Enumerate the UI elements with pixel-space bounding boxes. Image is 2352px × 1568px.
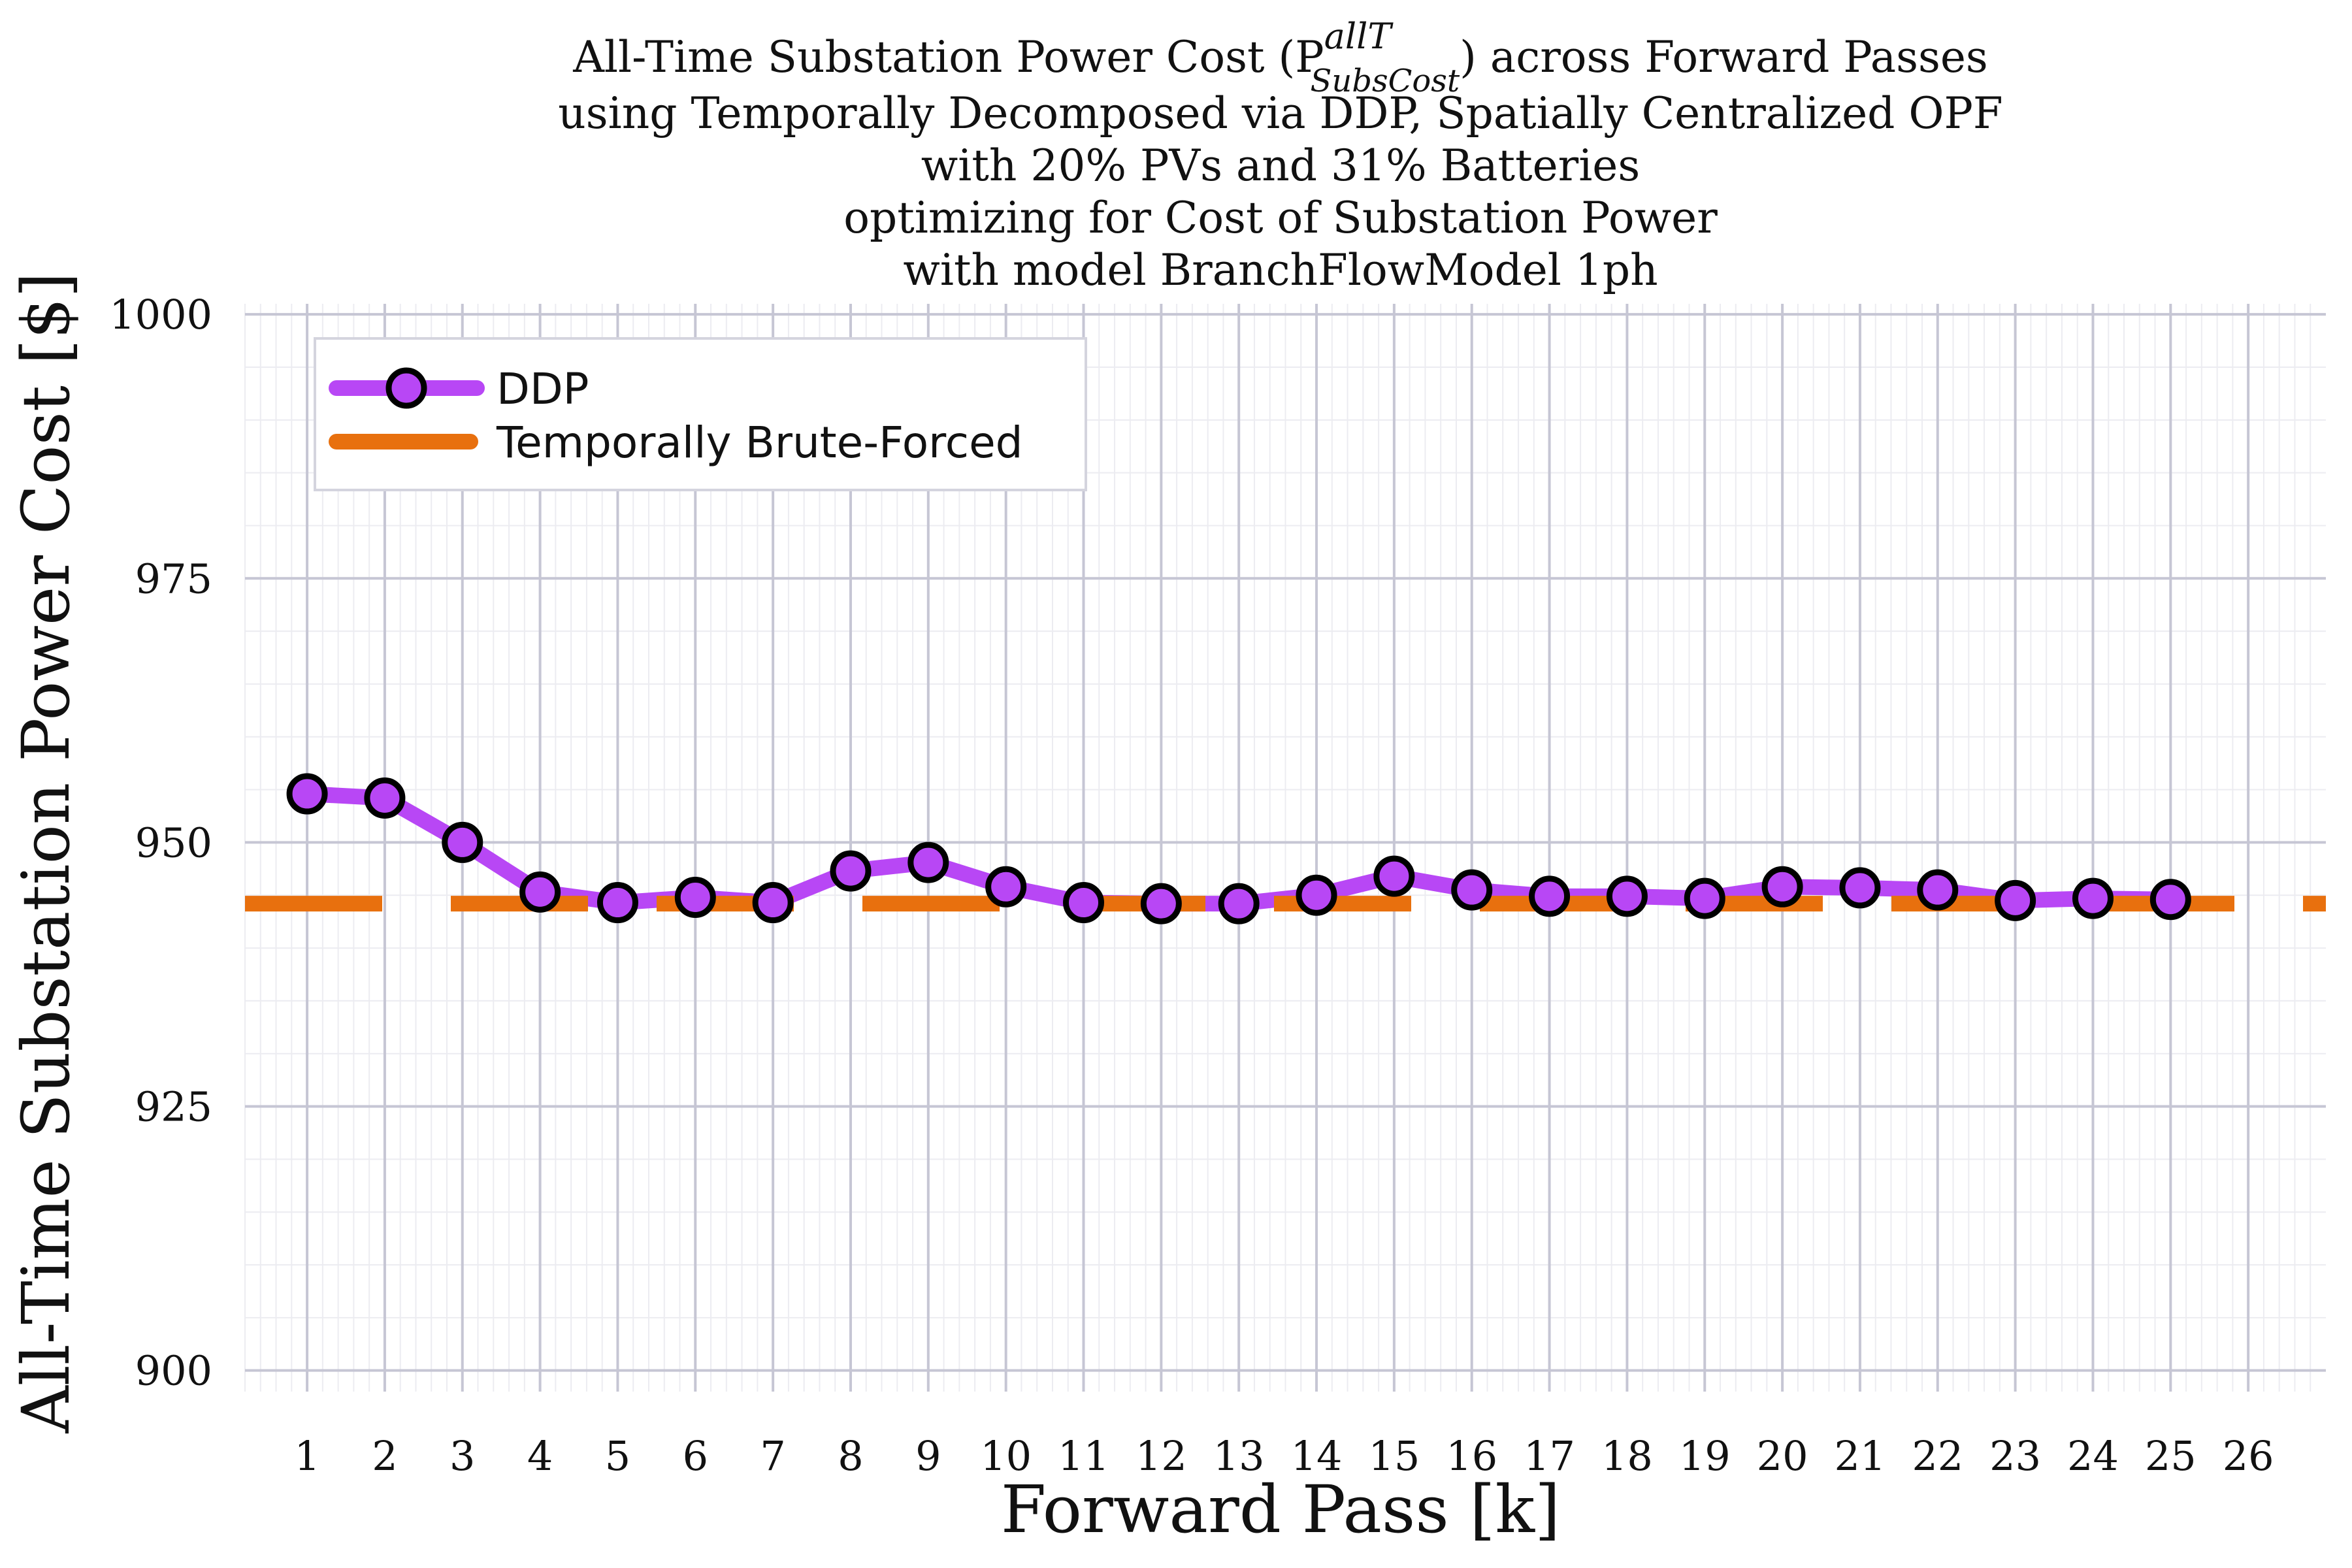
ddp-point: [1296, 874, 1337, 916]
x-tick-label: 7: [760, 1432, 785, 1480]
x-tick-label: 4: [527, 1432, 553, 1480]
x-tick-label: 2: [372, 1432, 397, 1480]
x-tick-labels: 1 2 3 4 5 6 7 8 9 10 11 12 13 14 15 16 17 18 19 20 21 22 23 24 2…: [294, 1432, 2274, 1480]
legend-brute-force-label: Temporally Brute-Forced: [496, 417, 1023, 468]
chart-title-line-4: optimizing for Cost of Substation Power: [843, 193, 1718, 243]
x-tick-label: 23: [1989, 1432, 2041, 1480]
chart-title-suffix: ) across Forward Passes: [1460, 32, 1988, 82]
x-tick-label: 16: [1446, 1432, 1497, 1480]
x-tick-label: 1: [294, 1432, 319, 1480]
ddp-point: [1140, 883, 1182, 924]
x-tick-label: 8: [838, 1432, 863, 1480]
ddp-point: [2149, 879, 2191, 921]
ddp-point: [1529, 875, 1571, 917]
chart-title-line-2: using Temporally Decomposed via DDP, Spa…: [558, 88, 2002, 139]
x-tick-label: 5: [605, 1432, 630, 1480]
legend: DDP Temporally Brute-Forced: [314, 337, 1087, 491]
ddp-point: [752, 882, 794, 924]
ddp-point: [1373, 855, 1415, 897]
ddp-point: [442, 821, 483, 863]
ddp-point: [1995, 879, 2036, 921]
x-tick-label: 13: [1213, 1432, 1265, 1480]
ddp-point: [1761, 866, 1803, 907]
ddp-point: [1451, 869, 1493, 911]
y-tick-label: 950: [135, 819, 212, 866]
x-tick-label: 3: [449, 1432, 475, 1480]
ddp-point: [596, 882, 638, 924]
x-axis-label: Forward Pass [k]: [1001, 1471, 1560, 1548]
ddp-point: [1218, 883, 1260, 924]
y-tick-label: 1000: [109, 291, 212, 338]
ddp-point: [1917, 869, 1959, 911]
x-tick-label: 10: [980, 1432, 1032, 1480]
ddp-point: [1606, 875, 1648, 917]
y-tick-label: 900: [135, 1347, 212, 1395]
ddp-point: [674, 876, 716, 918]
legend-ddp-label: DDP: [497, 364, 589, 414]
x-tick-label: 24: [2067, 1432, 2119, 1480]
x-tick-label: 9: [915, 1432, 941, 1480]
x-tick-label: 17: [1524, 1432, 1575, 1480]
x-tick-label: 19: [1679, 1432, 1731, 1480]
y-tick-label: 925: [135, 1083, 212, 1131]
chart-title-line-5: with model BranchFlowModel 1ph: [903, 245, 1658, 295]
y-tick-labels: 900 925 950 975 1000: [109, 291, 212, 1395]
x-tick-label: 12: [1135, 1432, 1187, 1480]
x-tick-label: 11: [1058, 1432, 1109, 1480]
x-tick-label: 18: [1601, 1432, 1653, 1480]
ddp-point: [830, 850, 872, 892]
x-tick-label: 22: [1912, 1432, 1963, 1480]
chart-title-subscript: SubsCost: [1310, 63, 1460, 99]
chart-title-line-1: All-Time Substation Power Cost (PallT Sub…: [572, 16, 1988, 99]
x-tick-label: 21: [1834, 1432, 1886, 1480]
x-tick-label: 6: [683, 1432, 708, 1480]
chart-title-superscript: allT: [1324, 16, 1394, 57]
y-tick-label: 975: [135, 555, 212, 602]
x-tick-label: 14: [1291, 1432, 1343, 1480]
x-tick-label: 26: [2223, 1432, 2274, 1480]
x-tick-label: 25: [2145, 1432, 2197, 1480]
ddp-point: [985, 866, 1027, 907]
x-tick-label: 20: [1757, 1432, 1808, 1480]
ddp-point: [286, 773, 328, 815]
legend-box: [314, 337, 1087, 491]
chart-title-line-3: with 20% PVs and 31% Batteries: [921, 140, 1641, 191]
y-axis-label: All-Time Substation Power Cost [$]: [8, 272, 84, 1434]
ddp-point: [907, 841, 949, 883]
ddp-point: [519, 871, 561, 913]
ddp-point: [1063, 882, 1105, 924]
chart-title: All-Time Substation Power Cost (PallT Sub…: [558, 16, 2002, 295]
series-layer: [245, 773, 2326, 924]
ddp-point: [1839, 867, 1881, 909]
legend-ddp-marker: [385, 367, 427, 409]
ddp-point: [2072, 877, 2114, 919]
x-tick-label: 15: [1368, 1432, 1420, 1480]
ddp-point: [1684, 877, 1725, 919]
ddp-point: [364, 777, 406, 819]
chart-title-part: All-Time Substation Power Cost (P: [572, 32, 1324, 82]
